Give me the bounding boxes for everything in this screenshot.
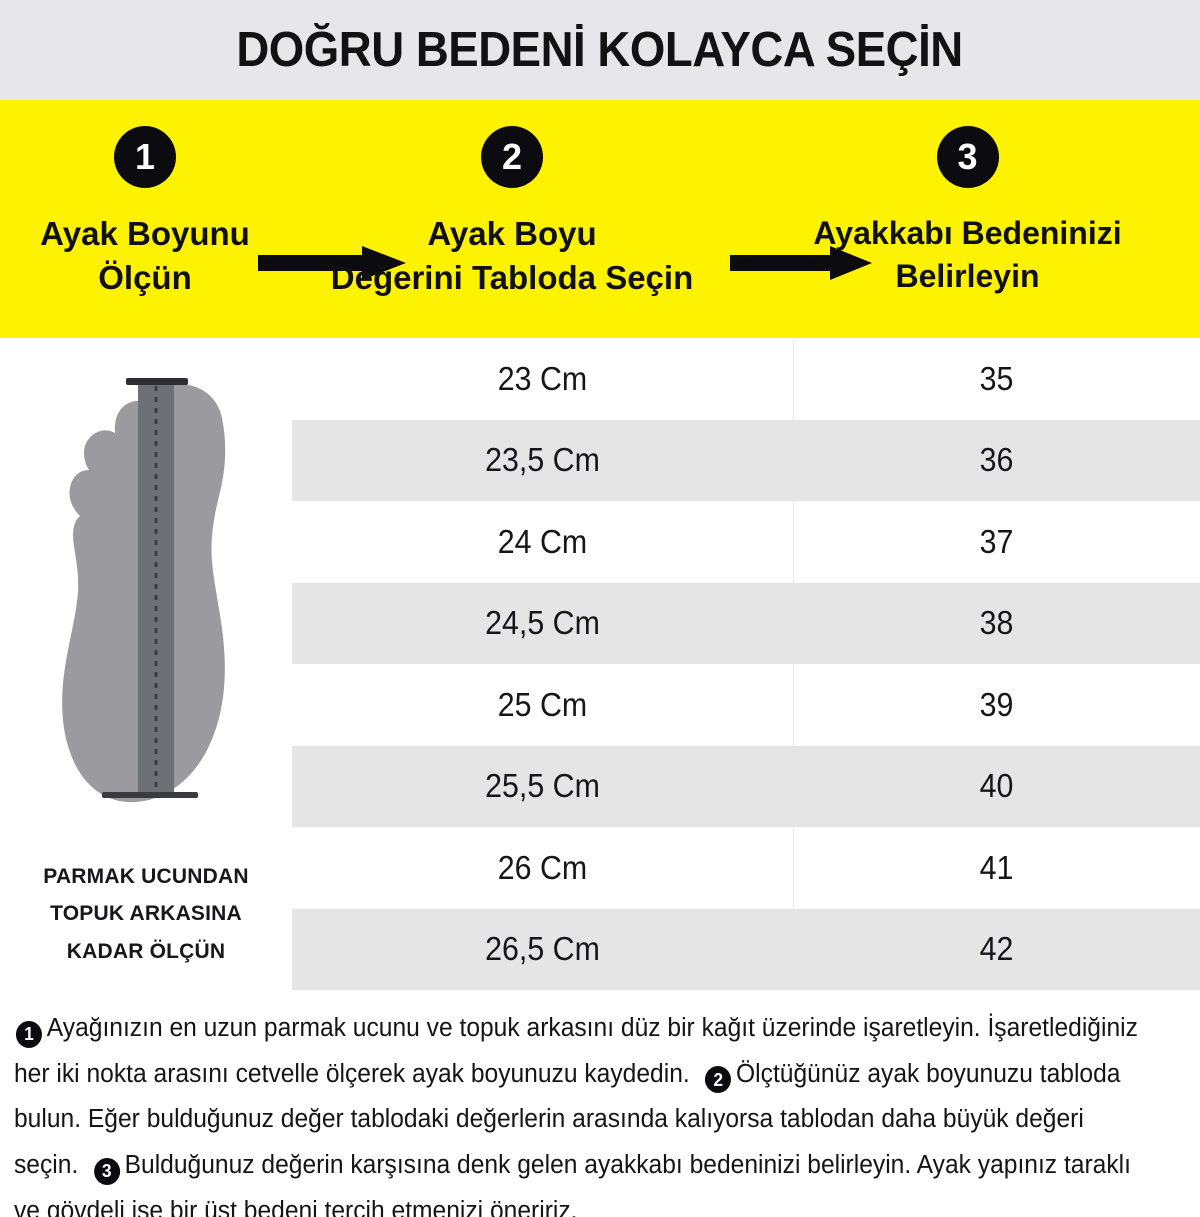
- foot-caption-line1: PARMAK UCUNDAN: [43, 865, 249, 888]
- cell-shoe-size: 38: [979, 604, 1014, 642]
- table-row: 26 Cm 41: [292, 827, 1200, 909]
- column-divider: [793, 746, 794, 828]
- step-2-label: Ayak Boyu Değerini Tabloda Seçin: [325, 212, 699, 300]
- cell-shoe-size: 35: [979, 359, 1014, 397]
- step-3-label-line2: Belirleyin: [895, 257, 1040, 294]
- table-row: 25,5 Cm 40: [292, 745, 1200, 828]
- instruction-badge-2: 2: [705, 1066, 732, 1094]
- column-divider: [793, 338, 794, 420]
- cell-shoe-size: 36: [979, 441, 1014, 479]
- step-2-label-line2: Değerini Tabloda Seçin: [330, 258, 694, 296]
- step-2: 2 Ayak Boyu Değerini Tabloda Seçin: [292, 100, 732, 338]
- table-row: 23 Cm 35: [292, 338, 1200, 420]
- arrow-right-icon-2: [730, 246, 872, 280]
- column-divider: [793, 909, 794, 991]
- instructions-text: 1 Ayağınızın en uzun parmak ucunu ve topu…: [14, 1006, 1145, 1217]
- cell-foot-length: 26,5 Cm: [485, 930, 600, 968]
- instruction-text-2: Ölçtüğünüz ayak boyunuzu tabloda bulun. …: [14, 1059, 1121, 1179]
- instruction-badge-1: 1: [15, 1020, 42, 1048]
- instruction-text-3: Bulduğunuz değerin karşısına denk gelen …: [14, 1150, 1131, 1217]
- steps-band: 1 Ayak Boyunu Ölçün 2 Ayak Boyu Değerini…: [0, 100, 1200, 338]
- step-1-label-line1: Ayak Boyunu: [40, 215, 250, 252]
- step-1: 1 Ayak Boyunu Ölçün: [0, 100, 290, 338]
- column-divider: [793, 664, 794, 746]
- page-title: DOĞRU BEDENİ KOLAYCA SEÇİN: [236, 23, 964, 77]
- column-divider: [793, 420, 794, 502]
- cell-foot-length: 25,5 Cm: [485, 767, 600, 805]
- step-3: 3 Ayakkabı Bedeninizi Belirleyin: [735, 100, 1200, 338]
- step-1-badge: 1: [114, 126, 176, 188]
- cell-foot-length: 25 Cm: [497, 685, 588, 723]
- cell-shoe-size: 39: [979, 685, 1014, 723]
- cell-shoe-size: 40: [979, 767, 1014, 805]
- step-2-label-line1: Ayak Boyu: [427, 215, 597, 252]
- step-1-label-line2: Ölçün: [98, 258, 192, 296]
- step-3-label: Ayakkabı Bedeninizi Belirleyin: [807, 212, 1127, 297]
- cell-shoe-size: 41: [979, 848, 1014, 886]
- step-3-badge: 3: [936, 126, 999, 188]
- column-divider: [793, 501, 794, 583]
- column-divider: [793, 827, 794, 909]
- instruction-text-1: Ayağınızın en uzun parmak ucunu ve topuk…: [14, 1014, 1138, 1088]
- instructions-block: 1 Ayağınızın en uzun parmak ucunu ve topu…: [0, 990, 1200, 1217]
- cell-foot-length: 26 Cm: [497, 848, 588, 886]
- foot-caption: PARMAK UCUNDAN TOPUK ARKASINA KADAR ÖLÇÜ…: [0, 858, 292, 970]
- cell-foot-length: 23 Cm: [497, 359, 588, 397]
- instruction-badge-3: 3: [93, 1157, 120, 1185]
- cell-foot-length: 23,5 Cm: [485, 441, 600, 479]
- table-row: 23,5 Cm 36: [292, 419, 1200, 502]
- table-row: 24,5 Cm 38: [292, 582, 1200, 665]
- table-row: 24 Cm 37: [292, 501, 1200, 583]
- foot-caption-line3: KADAR ÖLÇÜN: [66, 939, 226, 963]
- size-table: 23 Cm 35 23,5 Cm 36 24 Cm 37 24,5 Cm 38 …: [292, 338, 1200, 990]
- arrow-right-icon-1: [258, 246, 406, 280]
- foot-illustration-area: PARMAK UCUNDAN TOPUK ARKASINA KADAR ÖLÇÜ…: [0, 338, 292, 990]
- cell-foot-length: 24,5 Cm: [485, 604, 600, 642]
- cell-shoe-size: 37: [979, 522, 1014, 560]
- step-2-badge: 2: [481, 126, 543, 188]
- cell-foot-length: 24 Cm: [497, 522, 588, 560]
- title-band: DOĞRU BEDENİ KOLAYCA SEÇİN: [0, 0, 1200, 100]
- table-row: 26,5 Cm 42: [292, 908, 1200, 991]
- cell-shoe-size: 42: [979, 930, 1014, 968]
- footprint-measure-icon: [26, 356, 266, 856]
- column-divider: [793, 583, 794, 665]
- table-row: 25 Cm 39: [292, 664, 1200, 746]
- foot-caption-line2: TOPUK ARKASINA: [50, 902, 242, 926]
- step-1-label: Ayak Boyunu Ölçün: [34, 212, 256, 300]
- step-3-label-line1: Ayakkabı Bedeninizi: [813, 215, 1122, 251]
